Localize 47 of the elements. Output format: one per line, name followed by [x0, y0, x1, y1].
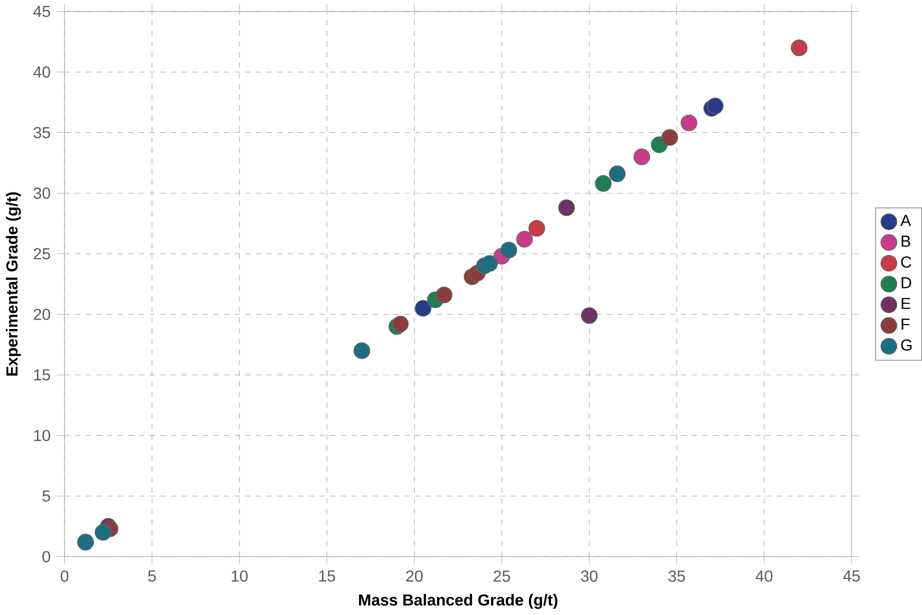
x-tick-label: 15: [319, 570, 336, 582]
x-tick-label: 10: [232, 570, 248, 582]
point: [661, 129, 678, 146]
x-tick-label: 35: [668, 570, 685, 582]
point: [790, 40, 808, 56]
legend-label: E: [902, 298, 910, 310]
y-tick-label: 25: [34, 248, 50, 260]
y-tick-label: 40: [33, 66, 50, 78]
point: [354, 342, 370, 360]
x-axis-title: Mass Balanced Grade (g/t): [359, 594, 558, 609]
y-tick-label: 30: [34, 188, 50, 199]
point: [706, 98, 724, 114]
x-tick-label: 25: [494, 570, 510, 582]
point: [436, 286, 452, 304]
point: [392, 316, 409, 332]
legend-label: C: [901, 256, 912, 268]
point: [94, 524, 112, 541]
x-tick-label: 40: [756, 570, 772, 582]
x-tick-label: 5: [148, 570, 156, 582]
point: [481, 255, 498, 272]
legend-label: G: [901, 339, 912, 351]
point: [500, 242, 518, 259]
point: [608, 166, 626, 182]
y-tick-label: 5: [42, 490, 50, 502]
point: [633, 148, 650, 166]
point: [594, 175, 612, 192]
x-tick-label: 45: [843, 570, 860, 582]
legend-label: D: [902, 277, 912, 288]
point: [516, 231, 533, 248]
y-tick-label: 20: [34, 308, 50, 320]
legend-label: F: [902, 318, 910, 330]
y-tick-label: 45: [33, 6, 50, 18]
legend-label: B: [902, 236, 910, 247]
x-tick-label: 0: [60, 570, 68, 582]
point: [680, 114, 698, 132]
point: [580, 307, 598, 324]
point: [558, 200, 575, 216]
y-tick-label: 15: [34, 369, 50, 381]
y-axis-title: Experimental Grade (g/t): [6, 192, 21, 376]
y-tick-label: 10: [34, 430, 50, 442]
legend-label: A: [900, 215, 912, 226]
point: [528, 220, 546, 237]
point: [414, 300, 432, 317]
y-tick-label: 0: [42, 551, 50, 562]
x-tick-label: 20: [406, 570, 423, 582]
y-tick-label: 35: [34, 127, 50, 138]
x-tick-label: 30: [581, 570, 598, 582]
